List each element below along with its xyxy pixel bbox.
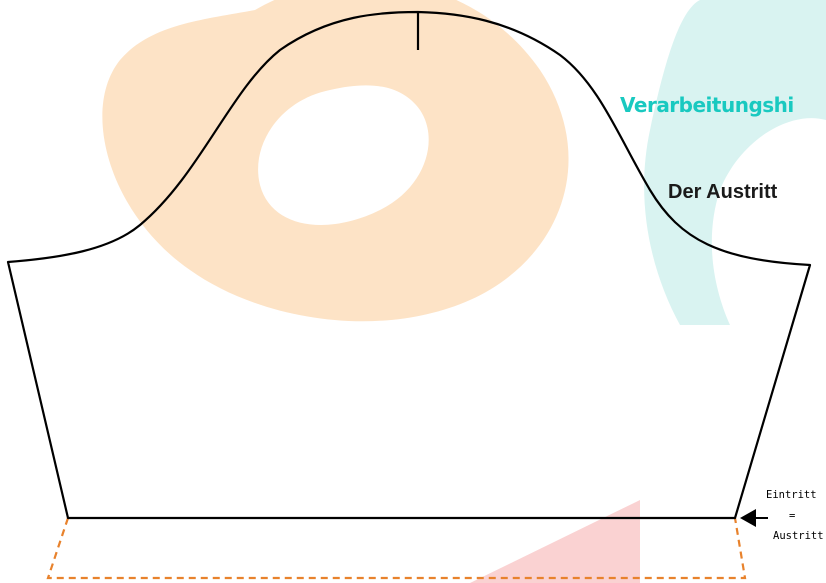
seam-allowance-line — [46, 517, 747, 580]
section-heading: Der Austritt — [668, 181, 778, 203]
watermark-red-shape — [470, 500, 640, 583]
equals-label: = — [789, 510, 796, 522]
watermark-cyan-shape — [644, 0, 826, 325]
background-watermark — [102, 0, 826, 583]
entry-label: Eintritt — [766, 489, 817, 501]
process-hints-heading: Verarbeitungshi — [620, 93, 794, 117]
exit-label: Austritt — [773, 530, 824, 542]
watermark-orange-ring — [102, 0, 569, 322]
arrow-left-icon — [740, 509, 768, 527]
